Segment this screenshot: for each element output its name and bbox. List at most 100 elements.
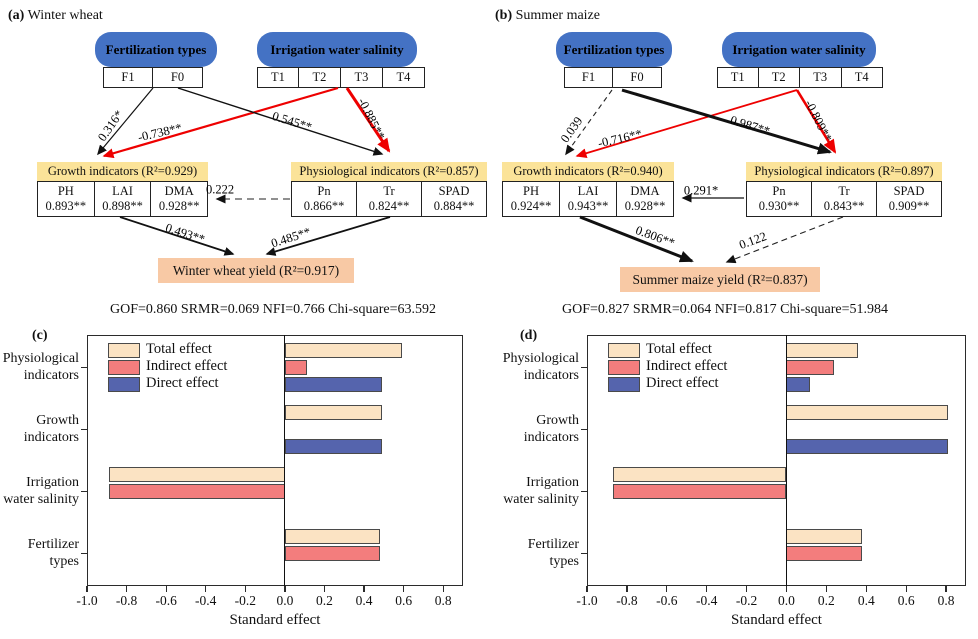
chart-c-xtick-label-9: 0.8 [434,593,452,608]
chart-d-category-label-3: Fertilizer types [494,536,579,570]
chart-d-xtick-1 [626,586,628,592]
chart-c-ytick-1 [81,429,87,431]
category-label-line: Irrigation [526,475,579,490]
chart-d-xtick-2 [666,586,668,592]
panel-b-growth-table: PH 0.924** LAI 0.943** DMA 0.928** [502,181,674,217]
legend-c-swatch-2 [108,377,140,392]
indicator-name: PH [523,184,539,198]
level-cell-t3: T3 [800,67,842,88]
indicator-name: Pn [317,184,331,198]
panel-a-name: Winter wheat [27,8,103,23]
bar-c-total-3 [284,529,380,544]
category-label-line: types [49,554,79,569]
panel-a-fert-levels: F1 F0 [103,67,203,88]
chart-c-xtick-label-0: -1.0 [76,593,98,608]
coef-b-physio-to-growth: 0.291* [683,183,719,198]
chart-c-xlabel: Standard effect [229,612,321,628]
chart-d-xtick-6 [825,586,827,592]
category-label-line: water salinity [3,492,79,507]
panel-b-fertilization-node: Fertilization types [556,32,672,67]
coef-b-fert-to-physio: 0.987** [728,112,772,139]
indicator-loading: 0.928** [624,199,666,213]
panel-a-fit-statistics: GOF=0.860 SRMR=0.069 NFI=0.766 Chi-squar… [110,302,436,317]
chart-c-xtick-label-3: -0.4 [195,593,217,608]
category-label-line: Fertilizer [527,537,579,552]
indicator-loading: 0.909** [888,199,930,213]
coef-a-salinity-to-physio: -0.885** [355,95,388,142]
bar-c-direct-0 [284,377,382,392]
level-cell-t4: T4 [841,67,883,88]
chart-c-category-label-3: Fertilizer types [0,536,79,570]
indicator-loading: 0.928** [158,199,200,213]
chart-d-xtick-label-9: 0.8 [937,593,955,608]
chart-c-xtick-label-1: -0.8 [115,593,138,608]
indicator-name: PH [57,184,74,198]
chart-d-frame [587,335,966,586]
category-label-line: Irrigation [26,475,79,490]
indicator-loading: 0.943** [567,199,609,213]
chart-c-ytick-3 [81,553,87,555]
legend-c-swatch-1 [108,360,140,375]
indicator-cell-spad: SPAD 0.909** [876,182,941,216]
bar-c-total-1 [284,405,382,420]
panel-b-fit-statistics: GOF=0.827 SRMR=0.064 NFI=0.817 Chi-squar… [562,302,888,317]
bar-c-total-2 [108,467,285,482]
category-label-line: water salinity [503,492,579,507]
chart-d-ytick-2 [581,491,587,493]
legend-d-swatch-0 [608,343,640,358]
category-label-line: indicators [23,368,79,383]
category-label-line: types [549,554,579,569]
chart-d-xtick-label-1: -0.8 [616,593,638,608]
legend-d-label-0: Total effect [646,341,712,357]
legend-d-label-2: Direct effect [646,375,719,391]
coef-b-growth-to-yield: 0.806** [633,223,677,251]
indicator-cell-tr: Tr 0.824** [356,182,421,216]
chart-d-tag: (d) [520,328,538,343]
chart-c-xtick-label-2: -0.6 [155,593,177,608]
indicator-loading: 0.893** [45,199,87,213]
chart-c-xtick-6 [323,586,326,592]
bar-c-indirect-2 [108,484,285,499]
chart-d-xtick-label-0: -1.0 [576,593,598,608]
chart-d-ytick-0 [581,367,587,369]
indicator-loading: 0.898** [102,199,143,213]
legend-c-label-1: Indirect effect [146,358,228,374]
level-cell-t3: T3 [341,67,383,88]
indicator-cell-pn: Pn 0.930** [747,182,811,216]
indicator-name: SPAD [893,184,925,198]
chart-d-xlabel: Standard effect [731,612,822,628]
panel-b-salinity-node: Irrigation water salinity [722,32,876,67]
chart-c-category-label-1: Growth indicators [0,412,79,446]
indicator-cell-lai: LAI 0.943** [559,182,616,216]
chart-d-xtick-label-6: 0.2 [817,593,835,608]
coef-a-salinity-to-growth: -0.738** [136,120,184,145]
chart-c-xtick-3 [205,586,207,592]
chart-d-xtick-4 [745,586,748,592]
legend-d-swatch-2 [608,377,640,392]
panel-a-physio-header: Physiological indicators (R²=0.857) [291,162,487,181]
level-cell-t4: T4 [383,67,425,88]
chart-c-xtick-0 [86,586,88,592]
indicator-name: LAI [577,184,599,198]
panel-a-yield-box: Winter wheat yield (R²=0.917) [158,258,354,283]
category-label-line: Physiological [2,351,79,366]
coef-a-physio-to-growth: 0.222 [205,182,235,197]
chart-c-tag: (c) [32,328,48,343]
category-label-line: indicators [523,368,579,383]
indicator-name: DMA [164,184,194,198]
chart-d-xtick-3 [706,586,708,592]
bar-c-indirect-3 [284,546,380,561]
chart-d-xtick-label-8: 0.6 [897,593,915,608]
chart-c-ytick-0 [81,367,87,369]
bar-d-indirect-2 [612,484,787,499]
category-label-line: indicators [523,430,579,445]
category-label-line: Growth [536,413,579,428]
indicator-cell-pn: Pn 0.866** [292,182,356,216]
chart-c-xtick-9 [442,586,444,592]
indicator-loading: 0.884** [433,199,475,213]
panel-a-growth-table: PH 0.893** LAI 0.898** DMA 0.928** [37,181,208,217]
legend-c-swatch-0 [108,343,140,358]
level-cell-t1: T1 [717,67,759,88]
indicator-name: SPAD [438,184,470,198]
chart-c-category-label-2: Irrigation water salinity [0,474,79,508]
